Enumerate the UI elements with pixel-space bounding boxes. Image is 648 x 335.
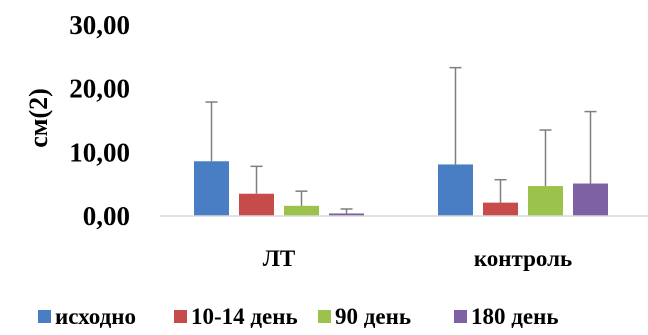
bar-lt-series-3 <box>284 205 319 216</box>
bar-control-series-3 <box>528 186 563 216</box>
legend-swatch <box>318 310 331 323</box>
y-tick-label: 20,00 <box>69 74 130 104</box>
x-category-label: ЛТ <box>263 246 295 271</box>
legend: исходно 10-14 день 90 день 180 день <box>38 304 559 329</box>
legend-swatch <box>174 310 187 323</box>
error-bars <box>205 66 597 214</box>
bar-control-series-1 <box>438 164 473 216</box>
legend-label: 180 день <box>471 304 559 329</box>
legend-label: 10-14 день <box>191 304 298 329</box>
bar-lt-series-1 <box>194 161 229 216</box>
y-axis-label: см(2) <box>24 88 53 148</box>
legend-swatch <box>454 310 467 323</box>
x-axis-categories: ЛТ контроль <box>263 246 572 271</box>
y-tick-label: 0,00 <box>83 201 130 231</box>
legend-swatch <box>38 310 51 323</box>
bar-lt-series-4 <box>329 213 364 216</box>
y-axis-ticks: 0,00 10,00 20,00 30,00 <box>69 10 130 231</box>
bar-control-series-2 <box>483 202 518 216</box>
x-category-label: контроль <box>474 246 572 271</box>
legend-label: исходно <box>55 304 136 329</box>
bar-control-series-4 <box>573 183 608 216</box>
legend-label: 90 день <box>335 304 411 329</box>
y-tick-label: 10,00 <box>69 137 130 167</box>
bars <box>194 161 608 216</box>
y-tick-label: 30,00 <box>69 10 130 40</box>
bar-lt-series-2 <box>239 193 274 216</box>
